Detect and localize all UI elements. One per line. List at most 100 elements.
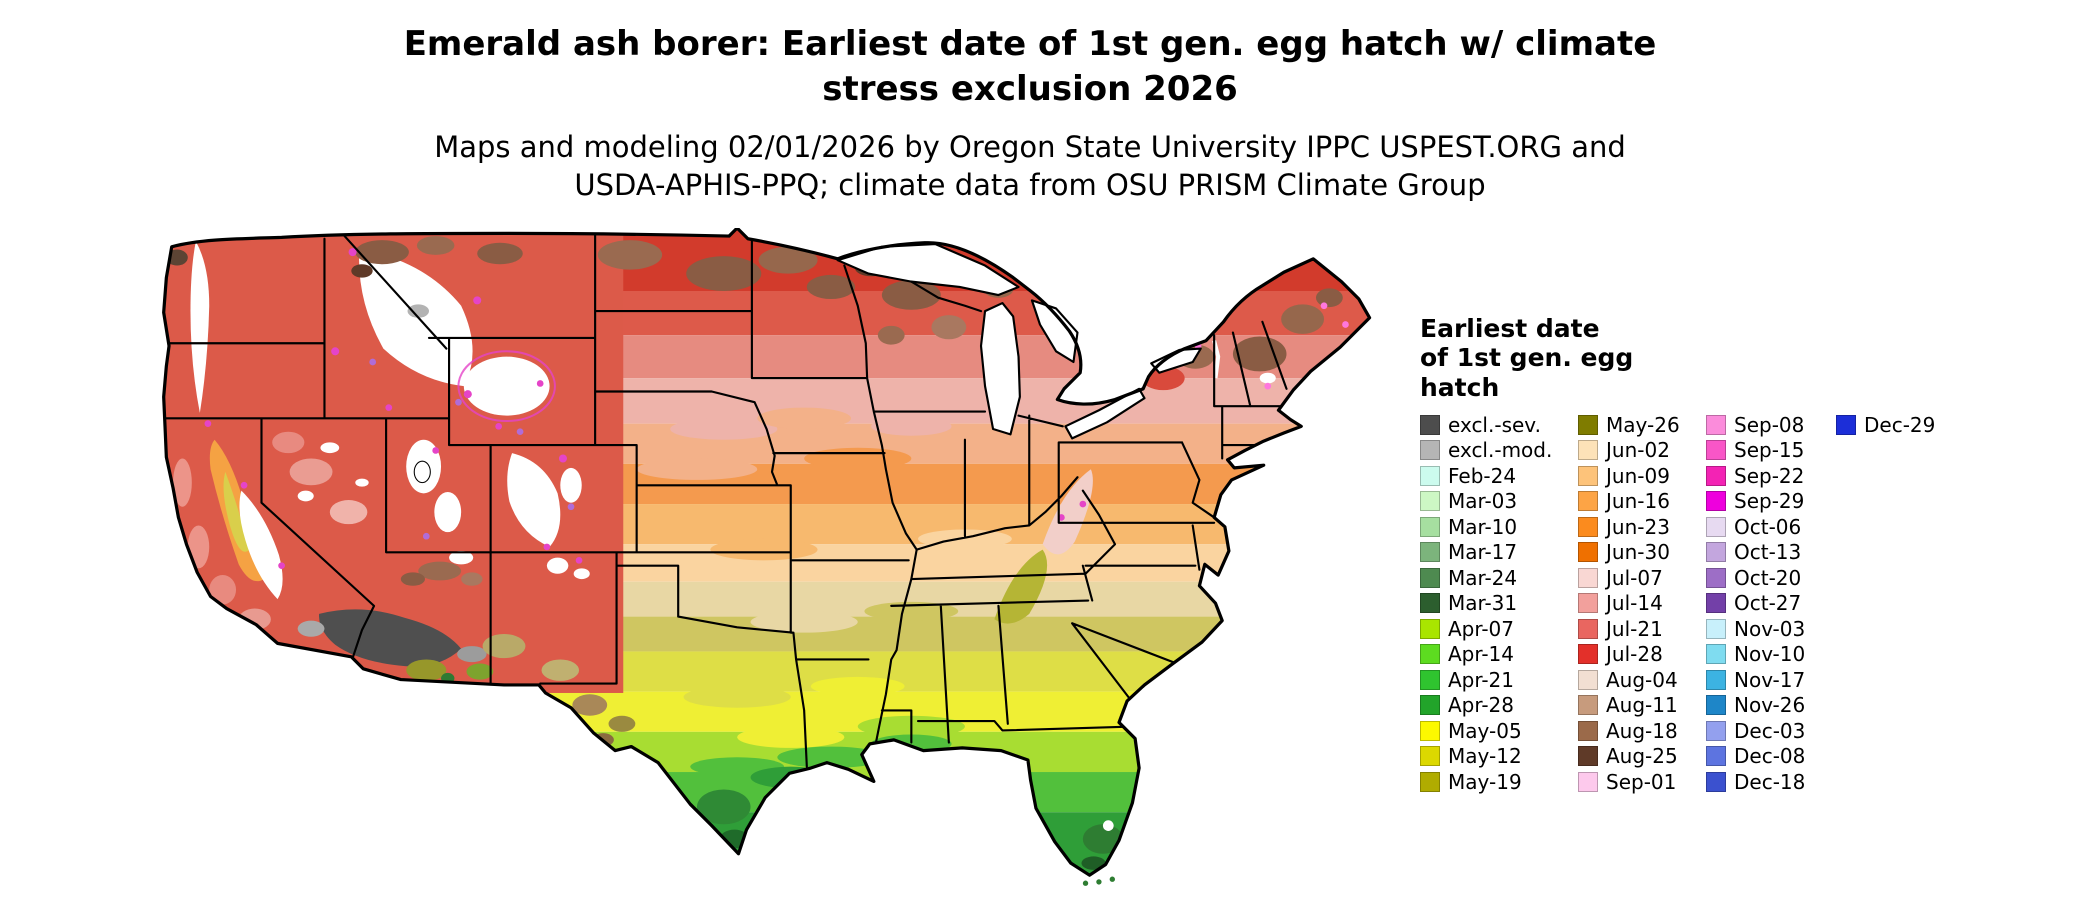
legend-swatch xyxy=(1706,720,1726,741)
legend-swatch xyxy=(1578,746,1598,766)
legend-item: Apr-07 xyxy=(1420,616,1578,642)
legend-item: Feb-24 xyxy=(1420,463,1578,489)
legend-item: Sep-22 xyxy=(1706,463,1836,489)
legend-swatch xyxy=(1578,542,1598,562)
legend-swatch xyxy=(1420,593,1440,613)
legend-swatch xyxy=(1706,771,1726,792)
legend-item: Mar-17 xyxy=(1420,539,1578,565)
legend-swatch xyxy=(1578,465,1598,486)
legend-item: May-05 xyxy=(1420,718,1578,744)
legend-label: Jun-16 xyxy=(1606,489,1670,513)
legend-item: Mar-03 xyxy=(1420,488,1578,514)
legend-column-2: May-26 Jun-02 Jun-09 Jun-16 Jun-23 Jun-30 Jul-… xyxy=(1578,412,1706,795)
legend-swatch xyxy=(1706,516,1726,537)
legend-swatch xyxy=(1578,695,1598,715)
legend-label: Apr-14 xyxy=(1448,642,1514,666)
legend-swatch xyxy=(1420,669,1440,690)
legend-label: Nov-26 xyxy=(1734,693,1806,717)
legend-label: Apr-21 xyxy=(1448,667,1514,692)
legend-swatch xyxy=(1578,516,1598,537)
legend-title: Earliest date of 1st gen. egg hatch xyxy=(1420,314,1980,402)
legend-swatch xyxy=(1706,669,1726,690)
legend-label: May-05 xyxy=(1448,718,1522,743)
legend-swatch xyxy=(1706,440,1726,460)
legend-item: Nov-26 xyxy=(1706,692,1836,718)
legend-swatch xyxy=(1578,414,1598,435)
legend-item: Nov-03 xyxy=(1706,616,1836,642)
legend-swatch xyxy=(1420,491,1440,511)
legend-label: Oct-20 xyxy=(1734,565,1802,590)
legend-swatch xyxy=(1420,465,1440,486)
legend-item: Dec-29 xyxy=(1836,412,1956,438)
legend-item: excl.-sev. xyxy=(1420,412,1578,438)
legend-swatch xyxy=(1706,593,1726,613)
legend-swatch xyxy=(1420,567,1440,588)
legend-swatch xyxy=(1420,542,1440,562)
legend-item: May-26 xyxy=(1578,412,1706,438)
legend-swatch xyxy=(1706,414,1726,435)
legend-item: Jun-23 xyxy=(1578,514,1706,540)
legend-label: May-19 xyxy=(1448,769,1522,794)
conus-map-svg xyxy=(162,228,1372,886)
legend-label: Mar-17 xyxy=(1448,540,1518,564)
legend-label: Nov-17 xyxy=(1734,667,1806,692)
legend-swatch xyxy=(1578,491,1598,511)
legend-label: Apr-28 xyxy=(1448,693,1514,717)
legend-label: Dec-08 xyxy=(1734,744,1806,768)
legend-item: Nov-17 xyxy=(1706,667,1836,693)
legend-title-line2: of 1st gen. egg xyxy=(1420,343,1634,373)
legend-swatch xyxy=(1420,771,1440,792)
figure-title-line2: stress exclusion 2026 xyxy=(822,68,1238,109)
legend-item: Oct-27 xyxy=(1706,590,1836,616)
legend-label: Jun-23 xyxy=(1606,514,1670,539)
legend-label: Jun-09 xyxy=(1606,463,1670,488)
legend-label: Mar-24 xyxy=(1448,565,1518,590)
legend-swatch xyxy=(1420,618,1440,639)
legend-label: Oct-13 xyxy=(1734,540,1802,564)
legend-label: Aug-25 xyxy=(1606,744,1678,768)
legend-swatch xyxy=(1420,695,1440,715)
legend: Earliest date of 1st gen. egg hatch excl… xyxy=(1420,314,1980,794)
legend-label: Dec-03 xyxy=(1734,718,1806,743)
legend-swatch xyxy=(1706,644,1726,664)
legend-item: Jun-09 xyxy=(1578,463,1706,489)
legend-swatch xyxy=(1420,516,1440,537)
legend-swatch xyxy=(1706,542,1726,562)
us-map xyxy=(161,228,1387,898)
legend-swatch xyxy=(1420,440,1440,460)
legend-label: Dec-29 xyxy=(1864,412,1936,437)
legend-column-1: excl.-sev. excl.-mod. Feb-24 Mar-03 Mar-10 Ma… xyxy=(1420,412,1578,795)
legend-item: Sep-08 xyxy=(1706,412,1836,438)
legend-swatch xyxy=(1420,746,1440,766)
figure-subtitle-line1: Maps and modeling 02/01/2026 by Oregon S… xyxy=(434,129,1626,164)
legend-swatch xyxy=(1706,695,1726,715)
legend-label: Nov-03 xyxy=(1734,616,1806,641)
legend-column-3: Sep-08 Sep-15 Sep-22 Sep-29 Oct-06 Oct-13 Oct-… xyxy=(1706,412,1836,795)
map-great-lakes xyxy=(836,243,1221,440)
legend-item: Aug-18 xyxy=(1578,718,1706,744)
legend-item: Jun-02 xyxy=(1578,437,1706,463)
legend-label: excl.-sev. xyxy=(1448,412,1541,437)
legend-label: May-26 xyxy=(1606,412,1680,437)
legend-item: Mar-24 xyxy=(1420,565,1578,591)
legend-swatch xyxy=(1578,593,1598,613)
legend-item: Apr-14 xyxy=(1420,641,1578,667)
florida-keys xyxy=(1082,876,1116,886)
legend-item: Aug-25 xyxy=(1578,743,1706,769)
legend-item: Oct-06 xyxy=(1706,514,1836,540)
legend-label: Mar-31 xyxy=(1448,591,1518,615)
legend-item: Jun-16 xyxy=(1578,488,1706,514)
legend-swatch xyxy=(1836,414,1856,435)
legend-label: Jul-28 xyxy=(1606,642,1663,666)
legend-swatch xyxy=(1420,644,1440,664)
map-color-field xyxy=(163,228,1370,876)
legend-label: Dec-18 xyxy=(1734,769,1806,794)
legend-swatch xyxy=(1578,669,1598,690)
legend-label: excl.-mod. xyxy=(1448,438,1553,462)
legend-label: Sep-01 xyxy=(1606,769,1677,794)
legend-item: Aug-11 xyxy=(1578,692,1706,718)
legend-label: Sep-15 xyxy=(1734,438,1805,462)
map-national-outline xyxy=(162,228,1372,877)
legend-item: Oct-13 xyxy=(1706,539,1836,565)
legend-swatch xyxy=(1706,746,1726,766)
